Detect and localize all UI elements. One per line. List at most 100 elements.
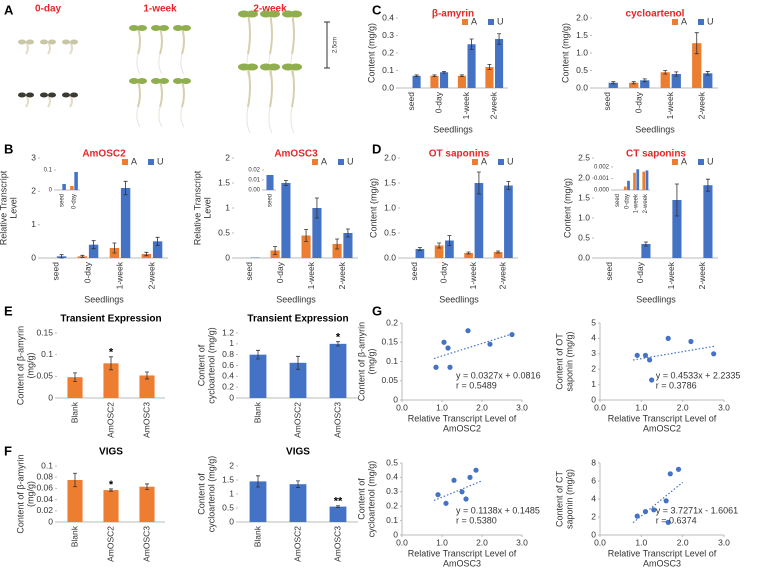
y-tick-label: 0.5	[218, 227, 230, 237]
bar	[329, 343, 347, 398]
error-bar	[694, 32, 699, 55]
error-bar	[611, 81, 616, 85]
legend-swatch	[672, 19, 678, 25]
y-axis-label: Content of β-amyrin	[15, 454, 25, 533]
error-bar	[256, 349, 260, 360]
cotyledon	[268, 63, 280, 71]
error-bar	[91, 240, 96, 250]
cotyledon	[26, 92, 34, 98]
y-tick-label: 1.5	[578, 192, 590, 202]
trend-line	[433, 332, 515, 360]
x-tick-label: 0-day	[634, 91, 644, 113]
x-tick-label: 2.0	[476, 537, 488, 547]
stem	[181, 80, 185, 108]
error-bar	[674, 71, 679, 77]
legend-label: U	[707, 156, 714, 166]
y-tick-label: 2.5	[578, 152, 590, 162]
point	[675, 466, 682, 472]
panel-label: B	[4, 141, 13, 156]
root	[290, 106, 295, 134]
chart-title: AmOSC3	[274, 149, 318, 160]
chart-title: Transient Expression	[60, 314, 161, 325]
bar	[329, 506, 347, 522]
y-axis-label: Content of OT	[554, 333, 564, 390]
cotyledon	[159, 25, 169, 31]
error-bar	[497, 33, 502, 45]
point	[651, 507, 657, 513]
point	[663, 498, 669, 504]
chart-title: AmOSC2	[82, 149, 126, 160]
bar	[692, 43, 702, 88]
cotyledon	[48, 92, 56, 98]
point	[634, 352, 640, 358]
y-axis-label: Content (mg/g)	[562, 178, 572, 238]
y-tick-label: 0.2	[222, 381, 234, 391]
y-tick-label: 0.5	[578, 232, 590, 242]
legend-label: U	[157, 156, 164, 166]
bar	[249, 481, 267, 522]
bar	[445, 240, 454, 258]
y-axis-label: Content of β-amyrin	[15, 326, 25, 405]
y-tick-label: 0.1	[41, 460, 53, 470]
x-tick-label: Blank	[252, 525, 262, 547]
x-tick-label: 0-day	[635, 261, 645, 283]
bar	[641, 244, 651, 258]
error-bar	[73, 372, 77, 382]
cotyledon	[70, 92, 78, 98]
cotyledon	[129, 78, 139, 84]
error-bar	[705, 71, 710, 76]
y-tick-label: 0	[48, 392, 53, 402]
bar	[289, 484, 307, 522]
error-bar	[112, 242, 117, 254]
x-tick-label: 1.0	[436, 537, 448, 547]
equation: y = 0.1138x + 0.1485	[456, 505, 540, 515]
point	[445, 345, 451, 351]
point	[665, 335, 671, 341]
stem	[181, 27, 185, 55]
legend-swatch	[462, 19, 468, 25]
bar	[434, 245, 444, 258]
y-tick-label: 3	[31, 152, 36, 162]
y-tick-label: 0.0	[576, 82, 588, 92]
y-tick-label: 2.0	[578, 172, 590, 182]
bar	[415, 249, 425, 258]
bar	[493, 252, 503, 258]
stem	[137, 80, 141, 108]
y-tick-label: 0	[393, 529, 398, 539]
point	[459, 489, 465, 495]
legend-label: U	[507, 156, 514, 166]
y-axis-label: cycloartenol (mg/g)	[366, 461, 376, 538]
error-bar	[296, 355, 300, 370]
x-tick-label: 2.0	[677, 537, 689, 547]
cotyledon	[268, 10, 280, 18]
point	[688, 338, 694, 345]
error-bar	[335, 238, 340, 250]
y-tick-label: 0.1	[44, 168, 53, 174]
y-tick-label: 0.08	[36, 471, 53, 481]
y-tick-label: 0	[48, 516, 53, 526]
bar	[281, 183, 291, 258]
x-tick-label: AmOSC3	[332, 402, 342, 438]
equation: y = 3.7271x - 1.6061	[656, 505, 738, 515]
x-tick-label: seed	[60, 194, 66, 207]
x-axis-label: Seedlings	[433, 124, 473, 134]
bar	[250, 257, 260, 258]
error-bar	[123, 180, 128, 196]
legend-swatch	[498, 159, 504, 165]
y-tick-label: 4	[591, 333, 596, 343]
y-tick-label: 3	[591, 348, 596, 358]
x-tick-label: 0.0	[396, 402, 408, 412]
chart-title: OT saponins	[429, 149, 490, 160]
photo-caption: 2-week	[253, 4, 287, 15]
x-axis-label: Relative Transcript Level of	[408, 548, 517, 558]
y-axis-label: Content (mg/g)	[368, 178, 378, 238]
legend-swatch	[698, 159, 704, 165]
error-bar	[283, 180, 288, 186]
error-bar	[336, 341, 340, 347]
chart-title: VIGS	[286, 447, 310, 458]
error-bar	[73, 472, 77, 488]
y-tick-label: 1	[225, 202, 230, 212]
y-axis-label: Content of β-amyrin	[356, 322, 366, 401]
x-tick-label: seed	[604, 262, 614, 281]
cotyledon	[129, 25, 139, 31]
